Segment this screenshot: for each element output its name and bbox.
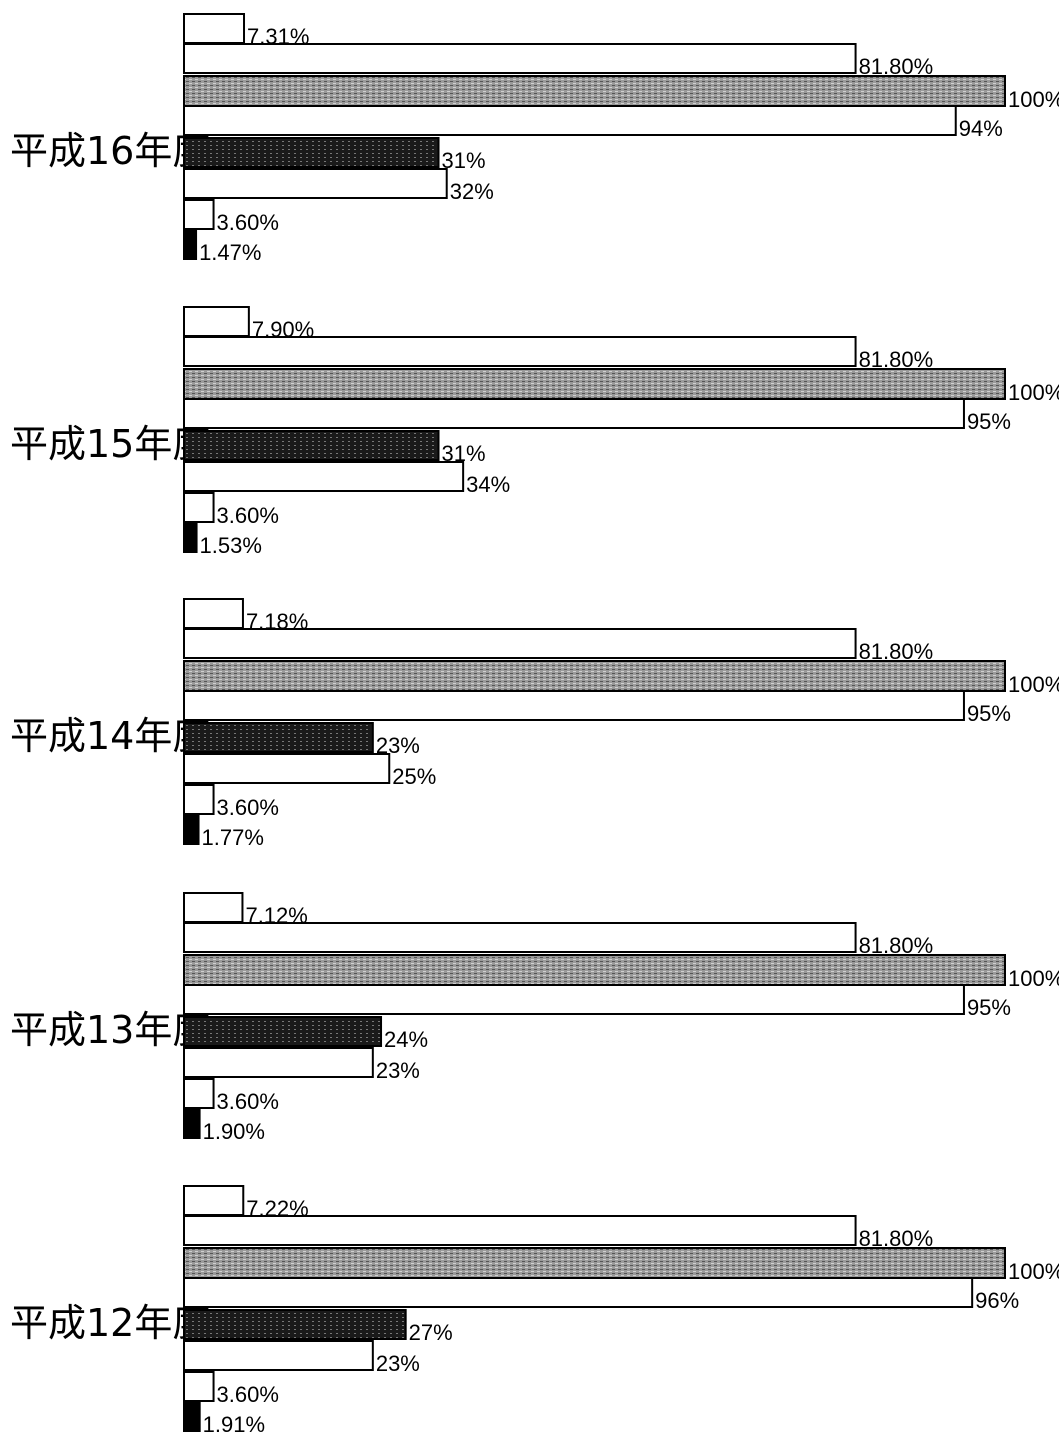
data-label: 23% [376, 1351, 420, 1376]
bar [183, 306, 250, 337]
bar [183, 168, 448, 199]
bar [183, 954, 1006, 986]
data-label: 3.60% [217, 210, 279, 235]
bar [183, 336, 857, 367]
data-label: 1.90% [203, 1119, 265, 1144]
data-label: 81.80% [859, 933, 934, 958]
data-label: 81.80% [859, 639, 934, 664]
data-label: 3.60% [217, 503, 279, 528]
bar [183, 984, 965, 1015]
bar [183, 598, 244, 629]
data-label: 32% [450, 179, 494, 204]
bar [183, 199, 215, 230]
group-label: 平成12年度 [10, 1301, 210, 1345]
bar [183, 892, 244, 923]
bar [183, 368, 1006, 400]
bar [183, 43, 857, 74]
bar [183, 492, 215, 523]
data-label: 100% [1008, 672, 1059, 697]
data-label: 95% [967, 995, 1011, 1020]
data-label: 100% [1008, 87, 1059, 112]
data-label: 81.80% [859, 347, 934, 372]
data-label: 3.60% [217, 1089, 279, 1114]
bar [183, 660, 1006, 692]
bar [183, 75, 1006, 107]
bar [183, 105, 957, 136]
bar [183, 230, 198, 260]
bar [183, 815, 200, 845]
data-label: 34% [466, 472, 510, 497]
bar [183, 461, 465, 492]
data-label: 81.80% [859, 1226, 934, 1251]
bar [183, 1340, 374, 1371]
data-label: 96% [975, 1288, 1019, 1313]
bar [183, 922, 857, 953]
data-label: 1.77% [202, 825, 264, 850]
data-label: 100% [1008, 380, 1059, 405]
bar [183, 1371, 215, 1402]
data-label: 3.60% [217, 795, 279, 820]
data-label: 1.53% [200, 533, 262, 558]
data-label: 100% [1008, 966, 1059, 991]
group-label: 平成16年度 [10, 129, 210, 173]
data-label: 94% [959, 116, 1003, 141]
bar [183, 137, 440, 168]
data-label: 23% [376, 1058, 420, 1083]
data-label: 31% [442, 148, 486, 173]
bar [183, 784, 215, 815]
bar [183, 1185, 245, 1216]
data-label: 1.91% [203, 1412, 265, 1436]
group-label: 平成15年度 [10, 422, 210, 466]
data-label: 24% [384, 1027, 428, 1052]
bar [183, 1109, 201, 1139]
bar [183, 1047, 374, 1078]
bar [183, 753, 391, 784]
data-label: 95% [967, 409, 1011, 434]
bar [183, 523, 198, 553]
bar [183, 628, 857, 659]
data-label: 27% [409, 1320, 453, 1345]
bar [183, 1309, 407, 1340]
bar [183, 1215, 857, 1246]
data-label: 81.80% [859, 54, 934, 79]
bar [183, 722, 374, 753]
data-label: 100% [1008, 1259, 1059, 1284]
bar [183, 1277, 974, 1308]
data-label: 25% [392, 764, 436, 789]
data-label: 1.47% [199, 240, 261, 265]
bar [183, 1016, 383, 1047]
data-label: 3.60% [217, 1382, 279, 1407]
group-label: 平成14年度 [10, 714, 210, 758]
bar [183, 398, 965, 429]
bar [183, 1402, 201, 1432]
bar [183, 430, 440, 461]
data-label: 95% [967, 701, 1011, 726]
bar [183, 1247, 1006, 1279]
group-label: 平成13年度 [10, 1008, 210, 1052]
bar [183, 1078, 215, 1109]
bar [183, 690, 965, 721]
bar [183, 13, 246, 44]
